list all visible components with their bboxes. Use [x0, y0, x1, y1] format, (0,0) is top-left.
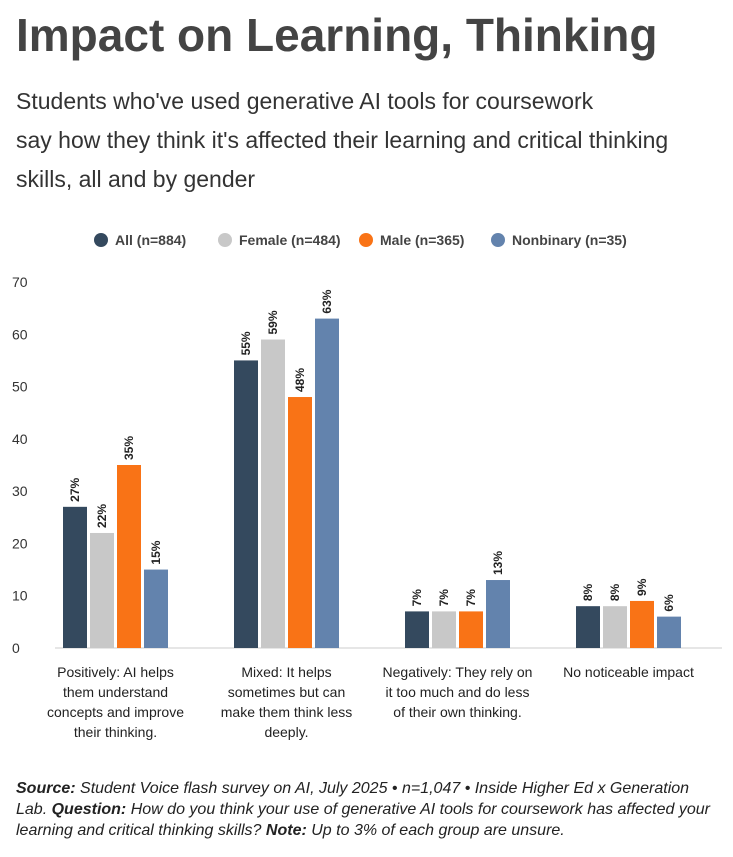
category-label-line: them understand — [63, 684, 168, 700]
category-label-line: it too much and do less — [386, 684, 530, 700]
subtitle-line-3: skills, all and by gender — [16, 166, 256, 192]
bar-1-3 — [117, 465, 141, 648]
bar-value-label-1-4: 15% — [149, 540, 163, 564]
category-label-line: Positively: AI helps — [57, 664, 174, 680]
bar-2-1 — [234, 360, 258, 648]
bar-4-1 — [576, 606, 600, 648]
category-label-line: deeply. — [264, 724, 308, 740]
y-tick-label-40: 40 — [12, 431, 28, 447]
source-text: Student Voice flash survey on AI, July 2… — [16, 780, 690, 818]
y-tick-label-60: 60 — [12, 326, 28, 342]
bar-value-label-2-4: 63% — [320, 289, 334, 313]
bar-value-label-3-1: 7% — [410, 589, 424, 607]
chart-title: Impact on Learning, Thinking — [16, 9, 658, 61]
category-label-line: make them think less — [221, 704, 353, 720]
bar-value-label-3-4: 13% — [491, 551, 505, 575]
legend-label-1: All (n=884) — [115, 232, 186, 248]
bar-2-2 — [261, 339, 285, 648]
source-label: Source: — [16, 780, 76, 797]
category-label-4: No noticeable impact — [563, 664, 694, 680]
legend-label-3: Male (n=365) — [380, 232, 464, 248]
category-label-1: Positively: AI helps them understand conce… — [47, 664, 184, 740]
bar-value-label-2-2: 59% — [266, 310, 280, 334]
legend-swatch-2 — [218, 233, 232, 247]
bar-value-label-1-2: 22% — [95, 504, 109, 528]
category-label-line: Mixed: It helps — [241, 664, 331, 680]
subtitle-line-1: Students who've used generative AI tools… — [16, 88, 594, 114]
category-label-line: sometimes but can — [228, 684, 346, 700]
source-note: Source: Student Voice flash survey on AI… — [16, 778, 721, 841]
bar-value-label-1-3: 35% — [122, 436, 136, 460]
bar-chart: All (n=884) Female (n=484) Male (n=365) Non… — [12, 232, 722, 740]
y-tick-label-30: 30 — [12, 483, 28, 499]
bar-3-4 — [486, 580, 510, 648]
legend-swatch-1 — [94, 233, 108, 247]
category-label-line: of their own thinking. — [393, 704, 521, 720]
bar-3-1 — [405, 611, 429, 648]
category-label-line: concepts and improve — [47, 704, 184, 720]
bar-value-label-3-3: 7% — [464, 589, 478, 607]
bar-value-label-4-4: 6% — [662, 594, 676, 612]
bar-value-label-2-3: 48% — [293, 368, 307, 392]
legend-swatch-3 — [359, 233, 373, 247]
bar-value-label-4-2: 8% — [608, 583, 622, 601]
bar-value-label-4-3: 9% — [635, 578, 649, 596]
legend-label-2: Female (n=484) — [239, 232, 341, 248]
bar-value-label-1-1: 27% — [68, 477, 82, 501]
bar-1-1 — [63, 506, 87, 648]
category-label-2: Mixed: It helps sometimes but can make the… — [221, 664, 353, 740]
bar-4-2 — [603, 606, 627, 648]
legend-label-4: Nonbinary (n=35) — [512, 232, 627, 248]
bar-3-2 — [432, 611, 456, 648]
bar-2-4 — [315, 318, 339, 648]
legend-swatch-4 — [491, 233, 505, 247]
bar-value-label-2-1: 55% — [239, 331, 253, 355]
y-tick-label-0: 0 — [12, 640, 20, 656]
note-label: Note: — [265, 822, 307, 839]
bar-4-3 — [630, 600, 654, 648]
y-tick-label-10: 10 — [12, 588, 28, 604]
bar-2-3 — [288, 397, 312, 648]
bar-value-label-4-1: 8% — [581, 583, 595, 601]
subtitle-line-2: say how they think it's affected their l… — [16, 127, 669, 153]
question-text: How do you think your use of generative … — [16, 801, 710, 839]
chart-subtitle: Students who've used generative AI tools… — [16, 82, 716, 199]
bar-4-4 — [657, 616, 681, 648]
category-label-line: No noticeable impact — [563, 664, 694, 680]
category-label-line: their thinking. — [74, 724, 157, 740]
bar-value-label-3-2: 7% — [437, 589, 451, 607]
category-label-3: Negatively: They rely on it too much and … — [383, 664, 533, 720]
note-text: Up to 3% of each group are unsure. — [311, 822, 565, 839]
bar-3-3 — [459, 611, 483, 648]
category-label-line: Negatively: They rely on — [383, 664, 533, 680]
bar-1-4 — [144, 569, 168, 648]
y-tick-label-50: 50 — [12, 379, 28, 395]
question-label: Question: — [51, 801, 127, 818]
bar-1-2 — [90, 532, 114, 648]
y-tick-label-20: 20 — [12, 535, 28, 551]
y-tick-label-70: 70 — [12, 274, 28, 290]
